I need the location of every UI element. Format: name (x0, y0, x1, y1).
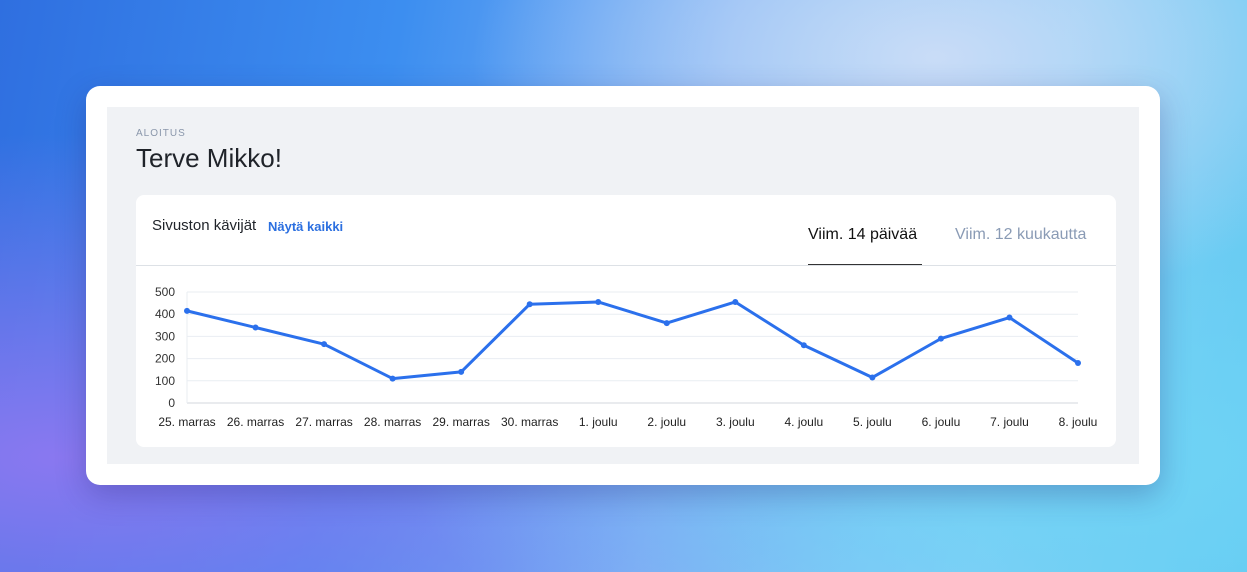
y-tick-label: 400 (155, 307, 175, 321)
x-tick-label: 30. marras (501, 415, 558, 429)
x-tick-label: 28. marras (364, 415, 421, 429)
x-tick-label: 26. marras (227, 415, 284, 429)
data-point (184, 307, 190, 314)
x-tick-label: 8. joulu (1059, 415, 1098, 429)
x-tick-label: 7. joulu (990, 415, 1029, 429)
y-tick-label: 200 (155, 352, 175, 366)
x-tick-label: 5. joulu (853, 415, 892, 429)
y-tick-label: 300 (155, 329, 175, 343)
data-point (869, 374, 876, 381)
data-point (595, 298, 602, 305)
data-point (458, 368, 465, 375)
page-title: Terve Mikko! (136, 143, 282, 173)
data-point (800, 342, 807, 349)
visitors-card: Sivuston kävijät Näytä kaikki Viim. 14 p… (136, 195, 1116, 447)
x-tick-label: 4. joulu (784, 415, 823, 429)
data-point (732, 298, 739, 305)
data-point (663, 320, 670, 327)
x-tick-label: 2. joulu (647, 415, 686, 429)
visitors-chart: 0 100 200 300 400 500 25. marras 26. marras 27. … (155, 285, 1098, 429)
y-tick-label: 500 (155, 285, 175, 299)
y-tick-label: 100 (155, 374, 175, 388)
x-tick-label: 1. joulu (579, 415, 618, 429)
breadcrumb: ALOITUS (136, 128, 186, 139)
card-title: Sivuston kävijät (152, 217, 257, 234)
dashboard-window: ALOITUS Terve Mikko! Sivuston kävijät Nä… (86, 86, 1160, 485)
data-point (937, 335, 944, 342)
series-line (186, 300, 1079, 381)
tab-14-days[interactable]: Viim. 14 päivää (808, 226, 922, 265)
x-tick-label: 27. marras (295, 415, 352, 429)
data-point (1075, 360, 1081, 367)
y-tick-label: 0 (168, 396, 175, 410)
show-all-link[interactable]: Näytä kaikki (268, 219, 344, 234)
data-point (321, 341, 328, 348)
data-point (1006, 314, 1013, 321)
x-tick-label: 3. joulu (716, 415, 755, 429)
x-tick-label: 25. marras (158, 415, 215, 429)
tab-12-months[interactable]: Viim. 12 kuukautta (955, 226, 1087, 243)
content-panel: ALOITUS Terve Mikko! Sivuston kävijät Nä… (107, 107, 1139, 464)
x-tick-label: 29. marras (432, 415, 489, 429)
data-point (389, 375, 396, 382)
x-tick-label: 6. joulu (922, 415, 961, 429)
divider (136, 265, 1116, 266)
data-point (526, 301, 533, 308)
data-point (252, 324, 259, 331)
